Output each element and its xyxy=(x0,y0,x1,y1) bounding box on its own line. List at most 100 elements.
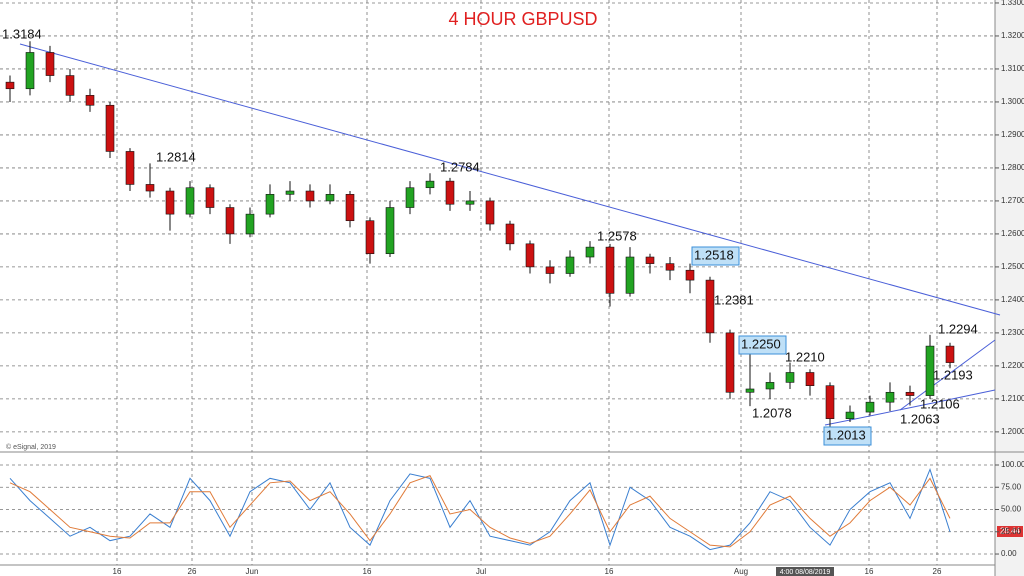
candle-body xyxy=(145,184,155,192)
x-tick-label: 16 xyxy=(865,567,874,576)
candle-body xyxy=(725,332,735,393)
value-tag: 28.44 xyxy=(1000,527,1021,536)
annotation-box xyxy=(691,246,740,266)
candle-body xyxy=(905,391,915,396)
candle-body xyxy=(5,81,15,90)
candle-body xyxy=(205,187,215,208)
y-tick-label: 1.2100 xyxy=(1001,394,1024,403)
x-tick-label: Jun xyxy=(246,567,259,576)
annotation-box xyxy=(738,335,787,355)
y-tick-label: 0.00 xyxy=(1001,549,1017,558)
annotation: 1.2814 xyxy=(156,149,196,164)
y-tick-label: 1.2600 xyxy=(1001,229,1024,238)
annotation: 1.2578 xyxy=(597,228,637,243)
x-tick-label: 26 xyxy=(188,567,197,576)
y-tick-label: 1.2300 xyxy=(1001,328,1024,337)
candle-body xyxy=(45,52,55,76)
y-tick-label: 1.3300 xyxy=(1001,0,1024,7)
annotation: 1.2063 xyxy=(900,411,940,426)
candle-body xyxy=(585,246,595,258)
annotation: 1.3184 xyxy=(2,26,42,41)
candle-body xyxy=(465,200,475,205)
candle-body xyxy=(505,223,515,245)
candle-body xyxy=(865,401,875,413)
annotation: 1.2518 xyxy=(694,247,734,262)
candle-body xyxy=(565,256,575,274)
annotation: 1.2013 xyxy=(826,427,866,442)
x-tick-label: 16 xyxy=(113,567,122,576)
candle-body xyxy=(185,187,195,215)
candle-body xyxy=(885,391,895,403)
y-tick-label: 1.2800 xyxy=(1001,163,1024,172)
annotation: 1.2210 xyxy=(785,349,825,364)
x-tick-label: Jul xyxy=(476,567,486,576)
candle-body xyxy=(25,52,35,90)
grid xyxy=(0,0,995,565)
annotation-box xyxy=(823,426,872,446)
candle-body xyxy=(105,104,115,152)
candle-body xyxy=(125,151,135,185)
candle-body xyxy=(285,190,295,195)
y-tick-label: 1.3200 xyxy=(1001,31,1024,40)
candle-body xyxy=(245,213,255,235)
candle-body xyxy=(785,372,795,383)
candle-body xyxy=(445,180,455,205)
candle-body xyxy=(825,385,835,419)
annotation: 1.2250 xyxy=(741,336,781,351)
x-tick-label: 16 xyxy=(605,567,614,576)
trend-line xyxy=(19,43,1001,316)
value-tag-box xyxy=(997,526,1023,537)
candle-body xyxy=(305,190,315,202)
y-tick-label: 1.3100 xyxy=(1001,64,1024,73)
x-tick-label: Aug xyxy=(734,567,748,576)
candle-body xyxy=(265,194,275,215)
y-tick-label: 1.3000 xyxy=(1001,97,1024,106)
y-tick-label: 1.2200 xyxy=(1001,361,1024,370)
candle-body xyxy=(325,194,335,202)
candle-body xyxy=(925,345,935,396)
annotation: 1.2106 xyxy=(920,396,960,411)
y-tick-label: 25.00 xyxy=(1001,527,1022,536)
candle-body xyxy=(385,207,395,255)
candle-body xyxy=(685,269,695,281)
candle-body xyxy=(605,246,615,294)
annotation: 1.2193 xyxy=(933,367,973,382)
candle-body xyxy=(85,95,95,106)
candle-body xyxy=(845,411,855,419)
y-tick-label: 1.2700 xyxy=(1001,196,1024,205)
chart-title: 4 HOUR GBPUSD xyxy=(448,9,597,29)
y-tick-label: 1.2000 xyxy=(1001,427,1024,436)
annotation: 1.2381 xyxy=(714,292,754,307)
candle-body xyxy=(425,180,435,189)
stochastic-line xyxy=(9,475,951,548)
cursor-date-box xyxy=(776,567,834,576)
candle-body xyxy=(545,266,555,274)
y-tick-label: 75.00 xyxy=(1001,482,1022,491)
candle-body xyxy=(485,200,495,225)
candle-body xyxy=(745,388,755,393)
candle-body xyxy=(705,279,715,334)
candle-body xyxy=(345,194,355,222)
candle-body xyxy=(765,382,775,390)
annotation: 1.2078 xyxy=(752,405,792,420)
candle-body xyxy=(625,256,635,294)
candle-body xyxy=(945,345,955,363)
candle-body xyxy=(405,187,415,208)
price-axis-panel xyxy=(995,0,1024,576)
candle-body xyxy=(645,256,655,264)
candle-body xyxy=(665,263,675,271)
y-tick-label: 1.2400 xyxy=(1001,295,1024,304)
y-tick-label: 1.2500 xyxy=(1001,262,1024,271)
candle-body xyxy=(225,207,235,235)
cursor-date: 4:00 08/08/2019 xyxy=(780,569,831,576)
annotation: 1.2294 xyxy=(938,321,978,336)
trend-line xyxy=(899,339,996,411)
candle-body xyxy=(805,372,815,386)
candle-body xyxy=(365,220,375,255)
x-tick-label: 26 xyxy=(933,567,942,576)
marks xyxy=(5,41,955,551)
candle-body xyxy=(65,75,75,96)
